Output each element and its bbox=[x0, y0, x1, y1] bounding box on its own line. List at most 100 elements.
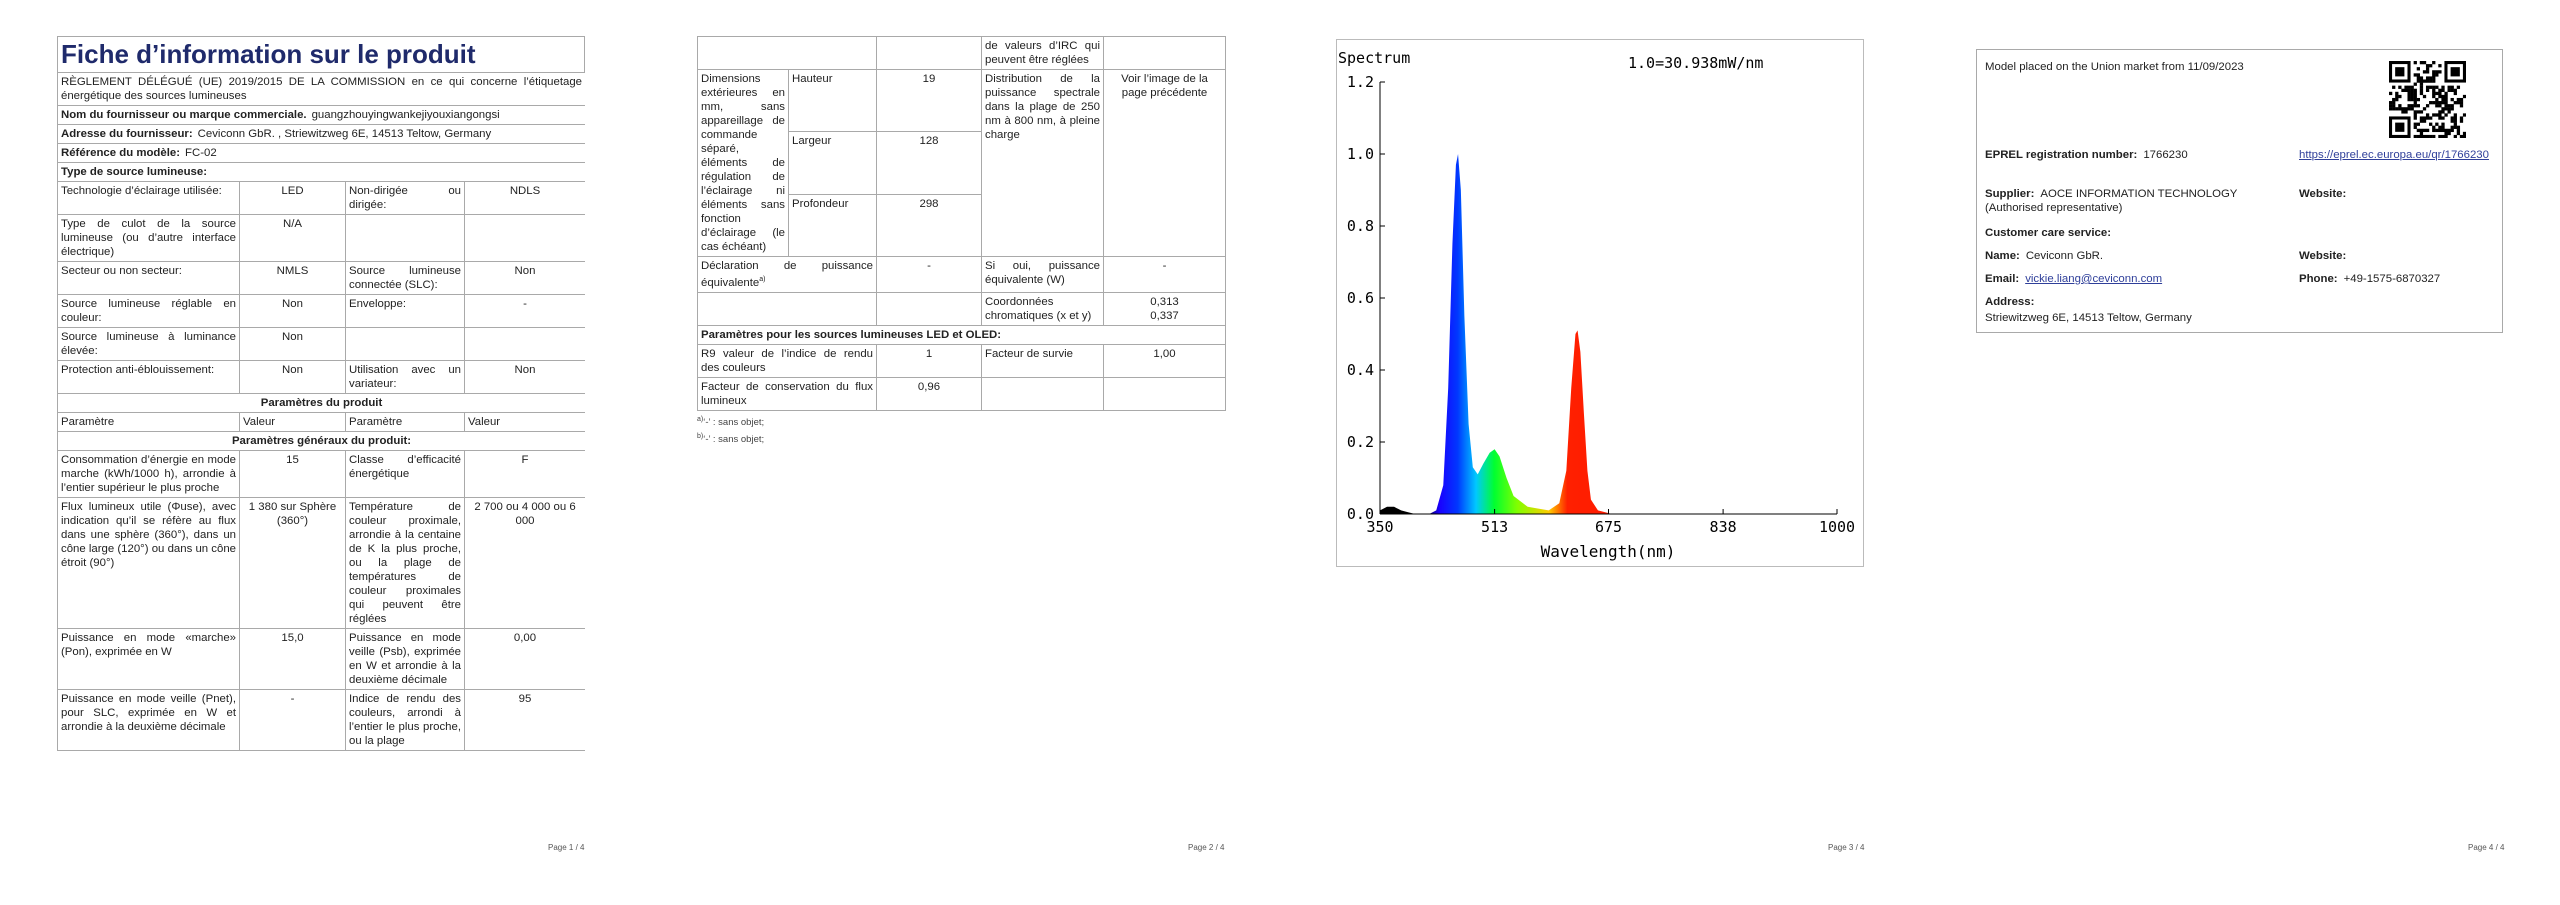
field-label: EPREL registration number: bbox=[1985, 149, 2138, 161]
cell: Puissance en mode veille (Psb), exprimée… bbox=[345, 628, 465, 690]
header-cell: Paramètre bbox=[57, 412, 240, 432]
cell: Flux lumineux utile (Φuse), avec indicat… bbox=[57, 497, 240, 629]
footnote-ref: a) bbox=[759, 276, 766, 283]
qr-module bbox=[2425, 88, 2430, 92]
row: Source lumineuse à luminance élevée: Non bbox=[57, 327, 585, 361]
field: Phone: +49-1575-6870327 bbox=[2299, 272, 2440, 286]
page-4-box: Model placed on the Union market from 11… bbox=[1976, 49, 2503, 333]
header-cell: Paramètre bbox=[345, 412, 465, 432]
qr-module bbox=[2459, 101, 2464, 105]
qr-module bbox=[2447, 128, 2451, 133]
field: Website: bbox=[2299, 249, 2346, 263]
qr-module bbox=[2438, 134, 2442, 138]
row: RÈGLEMENT DÉLÉGUÉ (UE) 2019/2015 DE LA C… bbox=[57, 72, 585, 106]
qr-module bbox=[2407, 97, 2411, 102]
qr-module bbox=[2389, 104, 2393, 108]
field: Supplier: AOCE INFORMATION TECHNOLOGY (Au… bbox=[1985, 187, 2285, 215]
qr-module bbox=[2425, 113, 2430, 117]
chromaticity-value: 0,337 bbox=[1150, 309, 1179, 322]
field-value: +49-1575-6870327 bbox=[2343, 273, 2441, 285]
x-axis-label: Wavelength(nm) bbox=[1541, 542, 1676, 561]
field-link[interactable]: vickie.liang@ceviconn.com bbox=[2025, 273, 2163, 285]
qr-module bbox=[2453, 88, 2457, 92]
qr-module bbox=[2401, 110, 2405, 114]
header-cell: Valeur bbox=[239, 412, 346, 432]
qr-module bbox=[2413, 97, 2417, 102]
qr-module bbox=[2425, 70, 2430, 74]
qr-module bbox=[2462, 113, 2466, 117]
qr-module bbox=[2416, 73, 2420, 77]
row: Dimensions extérieures en mm, sans appar… bbox=[697, 68, 1226, 257]
qr-module bbox=[2404, 85, 2408, 89]
qr-module bbox=[2462, 131, 2466, 136]
qr-module bbox=[2444, 91, 2448, 96]
qr-module bbox=[2429, 79, 2433, 83]
cell: 19 bbox=[876, 68, 982, 133]
qr-module bbox=[2435, 91, 2439, 96]
qr-module bbox=[2392, 101, 2396, 105]
x-tick-label: 1000 bbox=[1819, 518, 1855, 536]
cell: R9 valeur de l’indice de rendu des coule… bbox=[697, 343, 877, 378]
qr-module bbox=[2438, 125, 2442, 129]
qr-module bbox=[2453, 116, 2457, 120]
row: Secteur ou non secteur: NMLS Source lumine… bbox=[57, 261, 585, 295]
qr-module bbox=[2425, 104, 2430, 108]
field: Name: Ceviconn GbR. bbox=[1985, 249, 2103, 263]
cell: - bbox=[239, 689, 346, 751]
cell: Non bbox=[239, 360, 346, 394]
cell: Type de culot de la source lumineuse (ou… bbox=[57, 214, 240, 262]
qr-module bbox=[2425, 85, 2430, 89]
qr-module bbox=[2419, 85, 2424, 89]
qr-module bbox=[2432, 61, 2436, 65]
cell: de valeurs d’IRC qui peuvent être réglée… bbox=[981, 36, 1104, 70]
qr-module bbox=[2425, 116, 2430, 120]
footnotes: a)‘-’ : sans objet; b)‘-’ : sans objet; bbox=[697, 413, 1225, 447]
qr-module bbox=[2422, 119, 2427, 123]
qr-module bbox=[2435, 97, 2439, 102]
cell: Indice de rendu des couleurs, arrondi à … bbox=[345, 689, 465, 751]
cell: 95 bbox=[463, 689, 585, 751]
qr-module bbox=[2459, 97, 2464, 102]
cell: Distribution de la puissance spectrale d… bbox=[981, 69, 1104, 257]
qr-module bbox=[2438, 70, 2442, 74]
qr-module bbox=[2456, 125, 2461, 129]
qr-module bbox=[2425, 64, 2430, 68]
page-number: Page 3 / 4 bbox=[1828, 843, 1865, 852]
cell: Non bbox=[463, 261, 585, 295]
row: Consommation d’énergie en mode marche (k… bbox=[57, 450, 585, 498]
qr-module bbox=[2459, 116, 2464, 120]
qr-module bbox=[2438, 104, 2442, 108]
qr-module bbox=[2453, 122, 2457, 126]
cell: LED bbox=[239, 181, 346, 215]
qr-module bbox=[2410, 97, 2414, 102]
qr-module bbox=[2395, 91, 2399, 96]
cell: Source lumineuse réglable en couleur: bbox=[57, 294, 240, 328]
qr-module bbox=[2444, 107, 2448, 111]
cell: - bbox=[1103, 256, 1226, 293]
eprel-link[interactable]: https://eprel.ec.europa.eu/qr/1766230 bbox=[2299, 149, 2489, 161]
qr-module bbox=[2441, 97, 2445, 102]
qr-module bbox=[2389, 91, 2393, 96]
qr-module bbox=[2453, 134, 2457, 138]
qr-module bbox=[2453, 125, 2457, 129]
y-tick-label: 0.4 bbox=[1347, 361, 1374, 379]
qr-module bbox=[2441, 101, 2445, 105]
qr-module bbox=[2419, 110, 2424, 114]
chart-frame bbox=[1336, 39, 1864, 567]
cell: NMLS bbox=[239, 261, 346, 295]
cell: Déclaration de puissance équivalentea) bbox=[697, 256, 877, 293]
cell: F bbox=[463, 450, 585, 498]
y-tick-label: 1.0 bbox=[1347, 145, 1374, 163]
footnote-text: ‘-’ : sans objet; bbox=[703, 434, 765, 446]
qr-module bbox=[2438, 113, 2442, 117]
qr-module bbox=[2435, 122, 2439, 126]
spectrum-chart: Spectrum 1.0=30.938mW/nm Wavelength(nm) … bbox=[1336, 39, 1864, 567]
qr-module bbox=[2453, 113, 2457, 117]
label: Déclaration de puissance équivalente bbox=[701, 260, 873, 289]
qr-module bbox=[2398, 104, 2402, 108]
qr-module bbox=[2425, 76, 2430, 80]
qr-module bbox=[2450, 125, 2454, 129]
qr-module bbox=[2450, 128, 2454, 133]
qr-module bbox=[2441, 107, 2445, 111]
cell: Consommation d’énergie en mode marche (k… bbox=[57, 450, 240, 498]
